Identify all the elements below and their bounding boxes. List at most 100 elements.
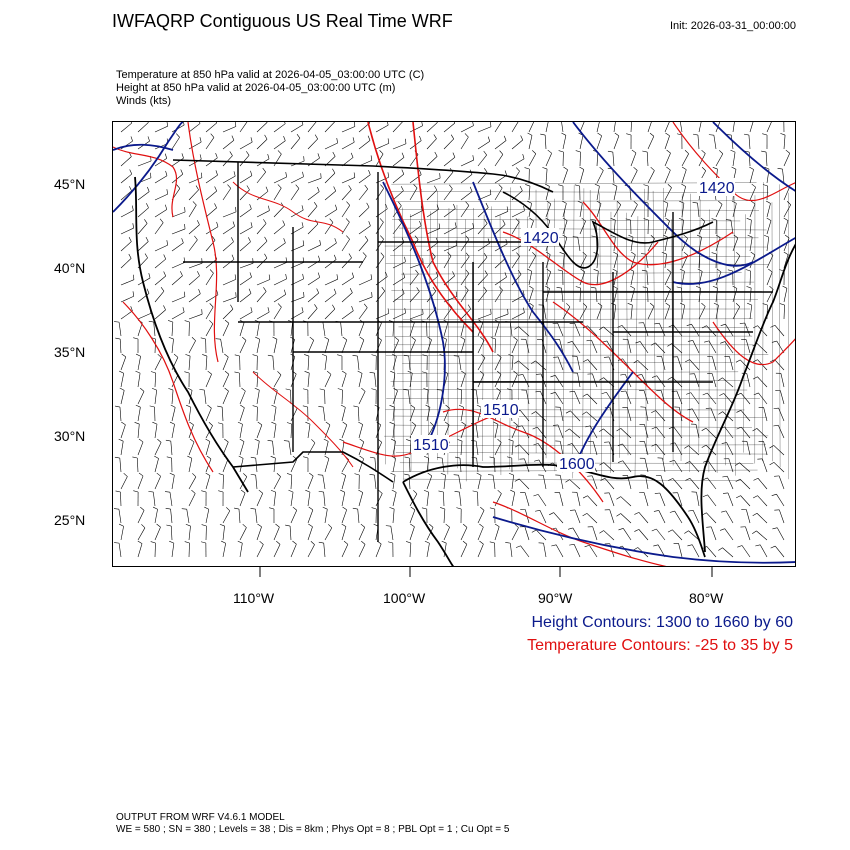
wind-barb (273, 540, 281, 558)
wind-barb (441, 540, 447, 558)
wind-barb (775, 390, 785, 405)
wind-barb (736, 495, 751, 507)
county-line (680, 194, 683, 462)
wind-barb (771, 493, 785, 507)
wind-barb (222, 274, 237, 286)
height-contour-labels: 1420 1420 1510 1510 1600 (411, 178, 735, 473)
wind-barb (556, 287, 564, 303)
wind-barb (707, 373, 717, 388)
wind-barb (324, 304, 336, 320)
wind-barb (271, 421, 277, 439)
wind-barb (771, 340, 785, 354)
wind-barb (686, 323, 700, 337)
wind-barb (531, 360, 547, 371)
wind-barb (443, 252, 452, 269)
wind-barb (307, 134, 318, 150)
wind-barb (426, 122, 438, 133)
wind-barb (424, 540, 430, 558)
wind-barb (545, 149, 552, 167)
wind-barb (519, 526, 530, 541)
wind-barb (685, 359, 700, 371)
wind-barb (307, 122, 317, 133)
wind-barb (565, 479, 581, 490)
wind-barb (205, 186, 218, 201)
wind-barb (205, 170, 218, 184)
wind-barb (404, 456, 411, 473)
wind-barb (114, 456, 122, 473)
wind-barb (375, 336, 382, 354)
wind-barb (460, 336, 466, 354)
weather-map: 1420 1420 1510 1510 1600 (112, 121, 796, 567)
wind-barb (613, 132, 620, 150)
wind-barb (437, 457, 445, 473)
wind-barb (273, 289, 287, 303)
wind-barb (166, 524, 173, 541)
wind-barb (239, 222, 253, 235)
wind-barb (426, 204, 439, 218)
wind-barb (775, 372, 785, 388)
contour-label: 1420 (523, 230, 559, 247)
wind-barb (552, 424, 564, 439)
wind-barb (494, 170, 507, 184)
atlantic-coast (700, 243, 795, 553)
wind-barb (120, 205, 134, 218)
wind-barb (651, 528, 666, 541)
wind-barb (570, 509, 581, 524)
county-line (393, 415, 767, 418)
wind-barb (561, 122, 564, 133)
wind-barb (511, 523, 519, 541)
wind-barb (586, 339, 598, 354)
wind-barb (584, 544, 598, 558)
wind-barb (514, 478, 530, 490)
wind-barb (238, 455, 244, 473)
wind-barb (202, 354, 208, 371)
wind-barb (689, 373, 700, 388)
wind-barb (256, 307, 270, 320)
wind-barb (715, 268, 722, 286)
wind-barb (119, 370, 125, 388)
wind-barb (654, 492, 666, 507)
wind-barb (686, 392, 700, 405)
wind-barb (758, 407, 768, 422)
wind-barb (358, 540, 366, 558)
wind-barb (324, 138, 338, 150)
wind-barb (647, 166, 655, 184)
wind-barb (154, 523, 161, 541)
county-line (599, 193, 602, 481)
wind-barb (120, 237, 132, 252)
wind-barb (664, 122, 670, 133)
wind-barb (358, 274, 373, 286)
wind-barb (390, 370, 396, 388)
wind-barb (443, 122, 456, 133)
wind-barb (612, 183, 618, 201)
wind-barb (477, 523, 484, 541)
wind-barb (256, 540, 264, 558)
wind-barb (752, 530, 768, 541)
wind-barb (307, 239, 321, 252)
height-contour (712, 122, 795, 192)
wind-barb (187, 455, 193, 473)
wind-barb (133, 490, 139, 507)
temperature-contour (232, 181, 344, 233)
wind-barb (531, 529, 547, 541)
wind-barb (222, 254, 235, 269)
wind-barb (222, 370, 230, 388)
county-line (572, 185, 575, 479)
wind-barb (460, 235, 470, 252)
wind-barb (184, 320, 190, 337)
wind-barb (713, 302, 719, 320)
wind-barb (186, 404, 192, 422)
wind-barb (205, 472, 211, 490)
wind-barb (403, 389, 411, 405)
wind-barb (353, 405, 360, 422)
wind-barb (201, 524, 207, 541)
wind-barb (120, 253, 132, 269)
wind-barb (234, 354, 241, 371)
wind-barb (165, 439, 173, 456)
wind-barb (114, 542, 122, 558)
wind-barb (222, 184, 232, 201)
wind-barb (494, 272, 507, 286)
wind-barb (514, 444, 530, 456)
wind-barb (409, 506, 416, 524)
wind-barb (664, 166, 671, 184)
